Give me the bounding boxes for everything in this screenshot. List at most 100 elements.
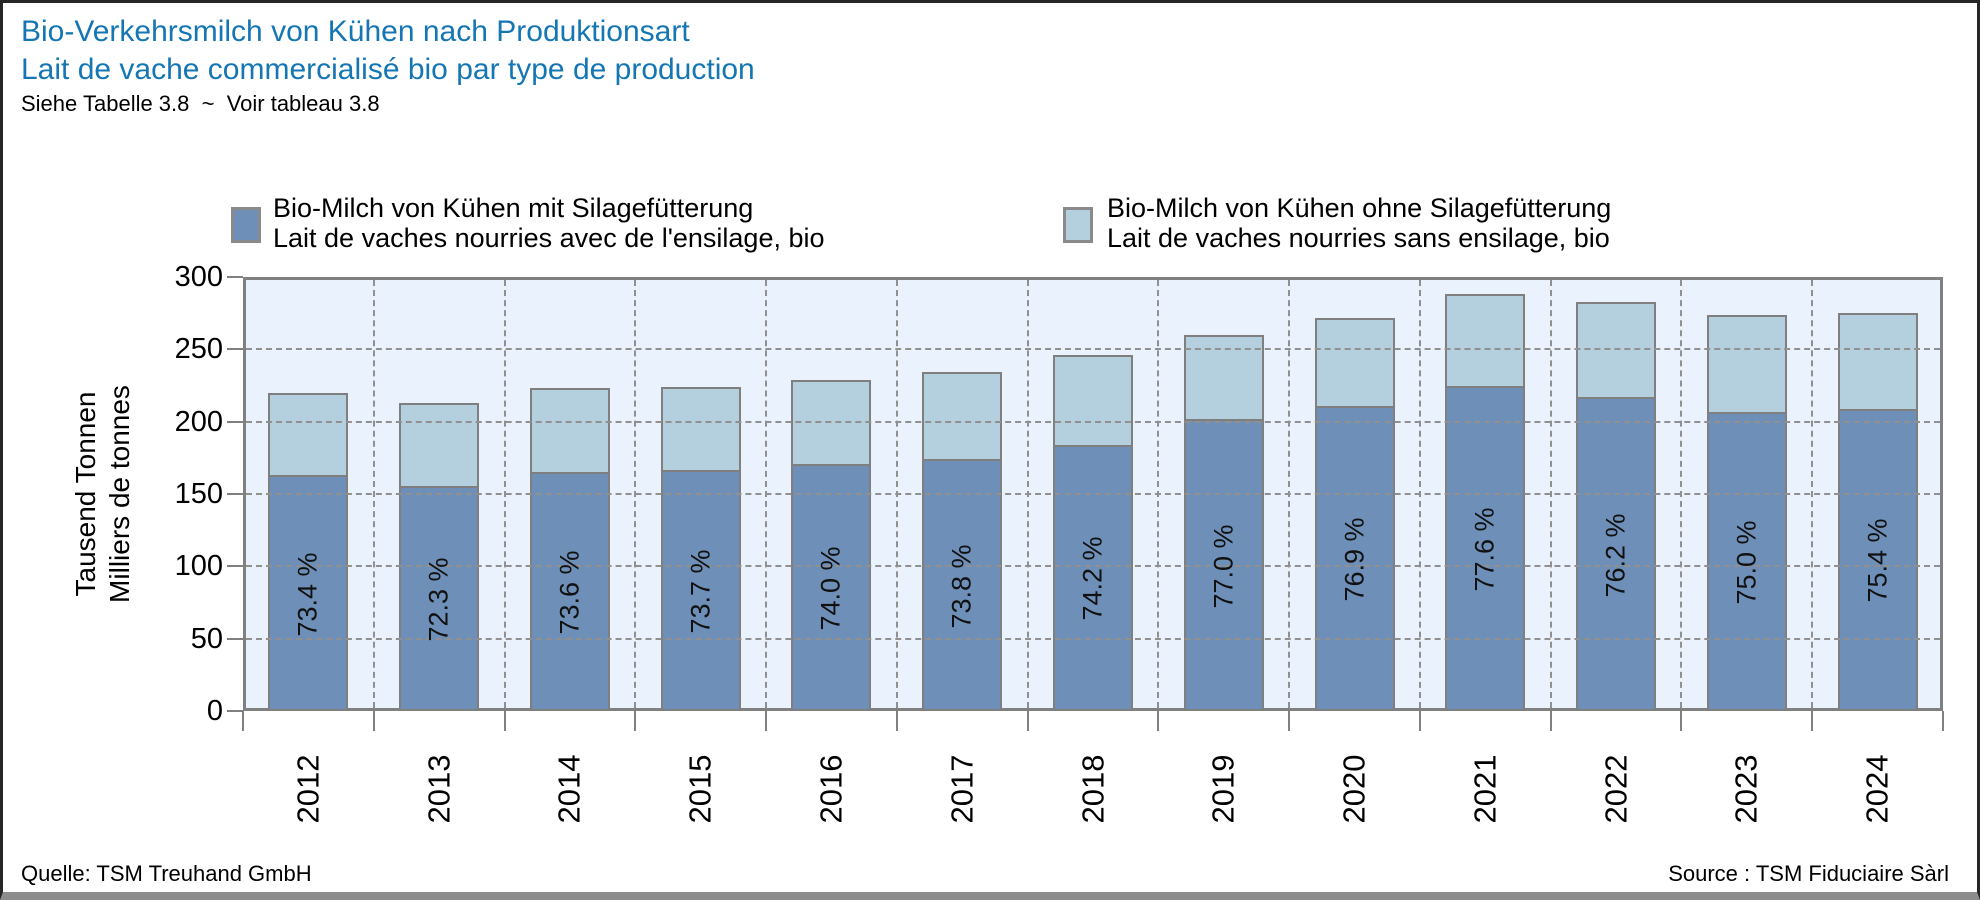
gridline-v-3 [634, 280, 637, 708]
bar-2013-silage-segment [401, 486, 478, 709]
footer-source-right: Source : TSM Fiduciaire Sàrl [1668, 861, 1949, 886]
bar-2013-no-silage-segment [399, 402, 480, 711]
bar-label-text-2013: 72.3 % [423, 557, 454, 642]
gridline-v-7 [1157, 280, 1160, 708]
x-label-text-2021: 2021 [1467, 754, 1503, 824]
bar-2019-silage-segment [1185, 419, 1262, 709]
y-axis-title-fr: Milliers de tonnes [104, 385, 135, 603]
x-tick-1 [372, 711, 375, 731]
gridline-v-8 [1288, 280, 1291, 708]
bar-2021-silage-segment [1447, 385, 1524, 709]
x-label-text-2016: 2016 [813, 754, 849, 824]
bar-label-text-2024: 75.4 % [1862, 518, 1893, 603]
bar-2017-silage-segment [924, 459, 1001, 709]
x-label-text-2024: 2024 [1859, 754, 1895, 824]
bar-label-text-2014: 73.6 % [554, 550, 585, 635]
x-label-text-2018: 2018 [1075, 754, 1110, 824]
bar-2017-no-silage-segment [922, 372, 1003, 711]
x-tick-0 [242, 711, 244, 731]
page-subtitle: Siehe Tabelle 3.8 ~ Voir tableau 3.8 [21, 91, 380, 116]
bar-2014-no-silage-segment [529, 388, 610, 711]
bar-2019-no-silage-segment [1183, 334, 1264, 711]
x-label-2016: 2016 [806, 741, 856, 837]
page-title-de: Bio-Verkehrsmilch von Kühen nach Produkt… [21, 15, 690, 48]
x-tick-13 [1942, 711, 1944, 731]
x-tick-6 [1026, 711, 1029, 731]
legend-label-no-silage-fr: Lait de vaches nourries sans ensilage, b… [1107, 223, 1610, 253]
bar-label-text-2021: 77.6 % [1469, 507, 1500, 592]
y-tick-label-0: 0 [206, 695, 223, 727]
bar-2015-silage-segment [662, 470, 739, 709]
x-label-2023: 2023 [1722, 741, 1772, 837]
bar-2018-silage-segment [1055, 444, 1131, 709]
bar-label-2021: 77.6 % [1460, 474, 1510, 624]
bar-label-2022: 76.2 % [1591, 480, 1641, 630]
gridline-h-250 [246, 348, 1940, 351]
x-tick-10 [1549, 711, 1552, 731]
gridline-v-12 [1811, 280, 1814, 708]
bar-2016-silage-segment [793, 463, 870, 709]
legend-label-silage-fr: Lait de vaches nourries avec de l'ensila… [273, 223, 825, 253]
bar-2021-no-silage-segment [1445, 294, 1526, 711]
x-tick-3 [634, 711, 637, 731]
x-label-text-2020: 2020 [1336, 754, 1372, 824]
bar-label-2015: 73.7 % [676, 517, 726, 667]
bar-label-text-2012: 73.4 % [292, 552, 323, 637]
footer-source-left: Quelle: TSM Treuhand GmbH [21, 861, 312, 886]
gridline-h-200 [246, 420, 1940, 423]
bar-2015-no-silage-segment [660, 386, 741, 711]
x-label-2018: 2018 [1068, 741, 1118, 837]
x-label-text-2022: 2022 [1598, 754, 1634, 824]
x-label-text-2012: 2012 [290, 754, 326, 824]
x-label-text-2013: 2013 [421, 754, 457, 824]
x-label-2017: 2017 [937, 741, 987, 837]
y-tick-label-200: 200 [174, 405, 223, 438]
y-tick-250 [227, 348, 243, 351]
y-tick-200 [227, 420, 243, 423]
x-label-2021: 2021 [1460, 741, 1510, 837]
x-tick-9 [1418, 711, 1421, 731]
bar-2022-no-silage-segment [1576, 301, 1657, 711]
bar-label-2018: 74.2 % [1068, 504, 1118, 654]
x-tick-4 [765, 711, 768, 731]
bar-label-text-2019: 77.0 % [1208, 524, 1239, 609]
gridline-v-10 [1549, 280, 1552, 708]
gridline-v-6 [1026, 280, 1029, 708]
x-label-text-2017: 2017 [944, 754, 980, 824]
legend-swatch-no-silage [1063, 207, 1093, 243]
gridline-v-4 [765, 280, 768, 708]
x-tick-2 [503, 711, 506, 731]
bar-2012-no-silage-segment [268, 392, 349, 711]
x-label-2022: 2022 [1591, 741, 1641, 837]
x-label-2014: 2014 [545, 741, 595, 837]
bar-label-2017: 73.8 % [937, 511, 987, 661]
bar-label-2019: 77.0 % [1199, 491, 1249, 641]
bar-2020-silage-segment [1316, 406, 1393, 709]
y-tick-0 [227, 710, 243, 712]
x-tick-11 [1680, 711, 1683, 731]
y-axis-title-de: Tausend Tonnen [70, 391, 101, 597]
legend-swatch-silage [231, 207, 261, 243]
y-tick-300 [227, 276, 243, 278]
bar-2024-no-silage-segment [1837, 313, 1918, 711]
bar-label-2023: 75.0 % [1722, 487, 1772, 637]
x-label-text-2019: 2019 [1205, 754, 1241, 824]
bar-label-2024: 75.4 % [1853, 486, 1903, 636]
bar-2023-silage-segment [1708, 411, 1785, 709]
x-tick-7 [1157, 711, 1160, 731]
bar-2023-no-silage-segment [1706, 314, 1787, 711]
legend-label-silage-de: Bio-Milch von Kühen mit Silagefütterung [273, 193, 754, 223]
bar-label-2014: 73.6 % [545, 517, 595, 667]
x-label-text-2014: 2014 [551, 754, 587, 824]
gridline-v-11 [1680, 280, 1683, 708]
x-label-2012: 2012 [283, 741, 333, 837]
gridline-v-5 [895, 280, 898, 708]
y-tick-label-150: 150 [174, 478, 223, 510]
y-tick-label-50: 50 [190, 622, 223, 655]
bar-label-2012: 73.4 % [283, 519, 333, 669]
y-tick-100 [227, 565, 243, 568]
bar-label-2013: 72.3 % [414, 525, 464, 675]
bar-label-text-2017: 73.8 % [946, 544, 977, 629]
x-label-2013: 2013 [414, 741, 464, 837]
